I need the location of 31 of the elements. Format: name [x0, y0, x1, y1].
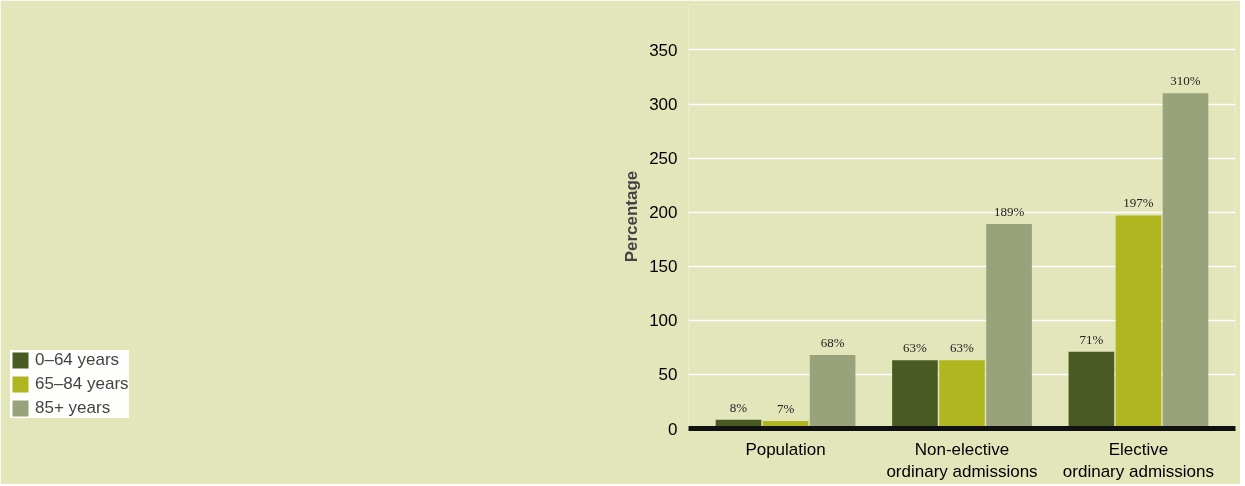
y-tick-label: 50	[658, 365, 678, 385]
data-label: 68%	[820, 334, 845, 350]
bar	[892, 360, 938, 429]
data-label: 7%	[776, 400, 795, 416]
y-tick-label: 0	[668, 419, 678, 439]
data-label: 63%	[903, 340, 928, 356]
x-tick-label: Elective ordinary admissions	[1062, 439, 1215, 482]
bar	[809, 354, 856, 429]
legend-label: 85+ years	[35, 398, 111, 418]
legend-label: 65–84 years	[35, 374, 129, 394]
data-label: 63%	[950, 340, 975, 356]
data-label: 310%	[1170, 73, 1201, 89]
x-tick-label: Population	[745, 439, 826, 459]
y-tick-label: 350	[649, 40, 678, 60]
y-axis-title: Percentage	[622, 170, 642, 263]
y-tick-label: 200	[649, 203, 678, 223]
y-tick-label: 300	[649, 95, 678, 115]
y-tick-label: 150	[649, 257, 678, 277]
bar	[1162, 93, 1209, 429]
bar	[939, 360, 985, 429]
data-label: 197%	[1123, 195, 1154, 211]
data-label: 8%	[729, 399, 748, 415]
bar	[1068, 351, 1115, 429]
bar	[986, 224, 1032, 429]
bar	[1115, 215, 1162, 429]
x-tick-label: Non-elective ordinary admissions	[886, 439, 1038, 482]
data-label: 189%	[993, 204, 1025, 220]
data-label: 71%	[1079, 331, 1104, 347]
y-tick-label: 250	[649, 149, 678, 169]
legend-label: 0–64 years	[35, 350, 120, 370]
y-tick-label: 100	[649, 311, 678, 331]
